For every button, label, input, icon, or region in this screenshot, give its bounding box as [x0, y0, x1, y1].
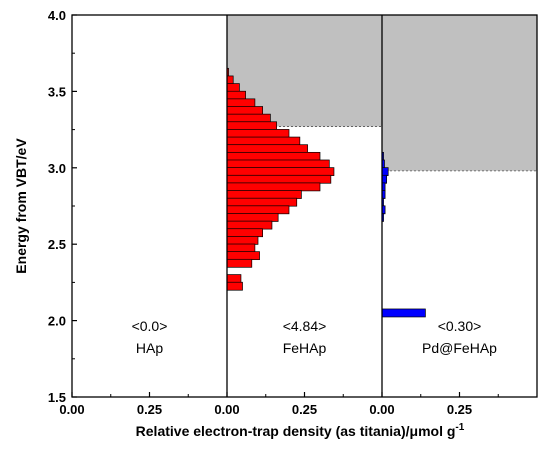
bar-fehap-19: [226, 213, 279, 222]
bar-fehap-6: [226, 113, 271, 123]
y-tick-label-5: 4.0: [48, 8, 66, 23]
x-axis-title-main: Relative electron-trap density (as titan…: [136, 423, 456, 439]
x-axis-title: Relative electron-trap density (as titan…: [136, 422, 465, 439]
x-tick-label-pd-fehap-0: 0.00: [369, 402, 394, 417]
bar-fehap-18: [226, 205, 290, 215]
bar-pd-fehap-2: [381, 167, 389, 176]
y-tick-label-0: 1.5: [48, 390, 66, 405]
bar-fehap-2: [226, 83, 240, 92]
panel-value-label-hap: <0.0>: [132, 318, 168, 334]
bar-fehap-25: [226, 258, 253, 268]
y-axis-title: Energy from VBT/eV: [13, 138, 29, 274]
bar-fehap-12: [226, 159, 330, 169]
bar-fehap-7: [226, 121, 277, 131]
panel-hap: <0.0> HAp: [132, 318, 168, 356]
y-tick-label-4: 3.5: [48, 84, 66, 99]
panel-fehap: <4.84> FeHAp: [226, 15, 382, 356]
bar-fehap-27: [226, 281, 243, 291]
bar-fehap-24: [226, 251, 260, 261]
bar-fehap-22: [226, 236, 259, 245]
x-tick-label-hap-1: 0.25: [137, 402, 162, 417]
bar-fehap-5: [226, 106, 264, 115]
panel-pd-fehap: <0.30> Pd@FeHAp: [381, 15, 537, 356]
bar-pd-fehap-9: [381, 308, 426, 318]
bar-fehap-23: [226, 243, 256, 253]
bar-fehap-17: [226, 197, 298, 207]
panel-name-label-pd-fehap: Pd@FeHAp: [422, 340, 497, 356]
panel-name-label-fehap: FeHAp: [283, 340, 327, 356]
bar-fehap-3: [226, 90, 246, 100]
bar-fehap-15: [226, 182, 321, 192]
axes-layer: 0.00 0.25 0.00 0.25 0.00 0.25 1.5 2.0 2.5 3.0 3.5 4…: [48, 8, 499, 417]
x-tick-label-pd-fehap-1: 0.25: [447, 402, 472, 417]
y-tick-label-1: 2.0: [48, 314, 66, 329]
bar-fehap-10: [226, 144, 308, 154]
x-tick-label-fehap-0: 0.00: [214, 402, 239, 417]
y-tick-label-2: 2.5: [48, 237, 66, 252]
bar-fehap-20: [226, 220, 273, 230]
x-axis-title-superscript: -1: [455, 422, 464, 433]
y-tick-label-3: 3.0: [48, 161, 66, 176]
panel-name-label-hap: HAp: [136, 340, 163, 356]
bar-fehap-8: [226, 129, 290, 138]
bar-fehap-14: [226, 174, 332, 184]
bar-fehap-13: [226, 167, 335, 176]
panels-layer: <0.0> HAp <4.84> FeHAp <0.30> Pd@FeHAp: [132, 15, 537, 356]
bar-fehap-16: [226, 190, 302, 199]
bar-fehap-4: [226, 98, 256, 108]
bar-fehap-26: [226, 274, 242, 283]
panel-value-label-pd-fehap: <0.30>: [438, 318, 482, 334]
bar-pd-fehap-3: [381, 174, 388, 184]
bar-fehap-9: [226, 136, 301, 146]
bar-fehap-21: [226, 228, 264, 238]
bar-fehap-11: [226, 151, 321, 161]
conduction-band-region-pd-fehap: [382, 15, 537, 171]
x-tick-label-fehap-1: 0.25: [292, 402, 317, 417]
bar-fehap-1: [226, 75, 234, 85]
x-tick-label-hap-0: 0.00: [59, 402, 84, 417]
panel-value-label-fehap: <4.84>: [283, 318, 327, 334]
